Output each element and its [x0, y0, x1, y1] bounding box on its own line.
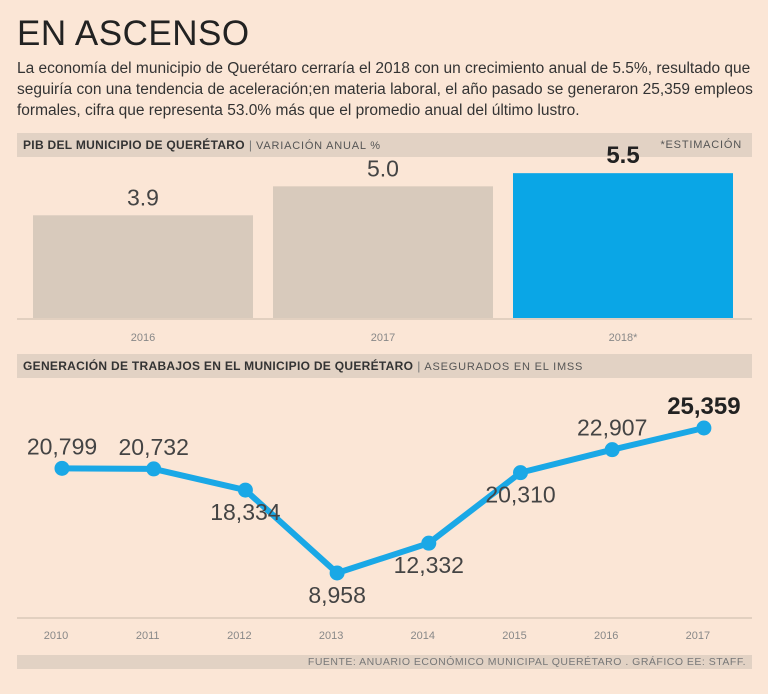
- line-category-label: 2013: [319, 630, 343, 642]
- jobs-section-subtitle: ASEGURADOS EN EL IMSS: [424, 361, 584, 373]
- line-value-label: 25,359: [667, 393, 740, 420]
- footer-source-text: FUENTE: ANUARIO ECONÓMICO MUNICIPAL QUER…: [307, 656, 746, 668]
- jobs-section-title: GENERACIÓN DE TRABAJOS EN EL MUNICIPIO D…: [23, 359, 414, 373]
- line-category-label: 2014: [411, 630, 435, 642]
- line-point-2012: [237, 482, 253, 498]
- line-value-label: 12,332: [394, 552, 464, 578]
- line-category-label: 2015: [502, 630, 526, 642]
- bar-2017: [273, 186, 493, 318]
- line-category-label: 2011: [136, 630, 160, 642]
- line-category-label: 2010: [44, 630, 68, 642]
- line-value-label: 20,799: [27, 433, 97, 459]
- line-value-label: 18,334: [210, 499, 281, 525]
- bar-category-label: 2018*: [609, 332, 638, 344]
- line-point-2013: [329, 565, 345, 581]
- line-point-2017: [696, 420, 712, 436]
- pib-section-title: PIB DEL MUNICIPIO DE QUERÉTARO: [23, 138, 245, 152]
- jobs-section-header: GENERACIÓN DE TRABAJOS EN EL MUNICIPIO D…: [17, 354, 752, 378]
- pib-section-subtitle: VARIACIÓN ANUAL %: [256, 140, 381, 152]
- line-category-label: 2012: [227, 630, 251, 642]
- line-point-2015: [513, 465, 528, 481]
- bar-value-label: 5.5: [606, 142, 639, 169]
- bar-value-label: 5.0: [367, 155, 399, 181]
- line-value-label: 8,958: [308, 582, 366, 608]
- bar-category-label: 2016: [131, 332, 155, 344]
- bar-value-label: 3.9: [127, 184, 159, 210]
- page-title: EN ASCENSO: [17, 14, 250, 53]
- line-point-2014: [421, 535, 437, 551]
- pib-section-header: PIB DEL MUNICIPIO DE QUERÉTARO | VARIACIÓN…: [17, 133, 752, 157]
- line-point-2010: [54, 460, 70, 476]
- bar-2016: [33, 215, 253, 318]
- line-value-label: 20,732: [119, 434, 189, 460]
- page-subtitle: La economía del municipio de Querétaro c…: [17, 60, 753, 119]
- line-value-label: 20,310: [485, 482, 555, 508]
- footer-source: FUENTE: ANUARIO ECONÓMICO MUNICIPAL QUER…: [17, 655, 752, 669]
- bar-2018*: [513, 173, 733, 318]
- bar-category-label: 2017: [371, 332, 395, 344]
- jobs-line-series: [59, 425, 707, 576]
- estimation-note: *ESTIMACIÓN: [660, 139, 742, 151]
- line-category-label: 2017: [686, 630, 710, 642]
- line-point-2016: [604, 442, 620, 458]
- line-value-label: 22,907: [577, 415, 647, 441]
- line-category-label: 2016: [594, 630, 618, 642]
- line-point-2011: [146, 461, 162, 477]
